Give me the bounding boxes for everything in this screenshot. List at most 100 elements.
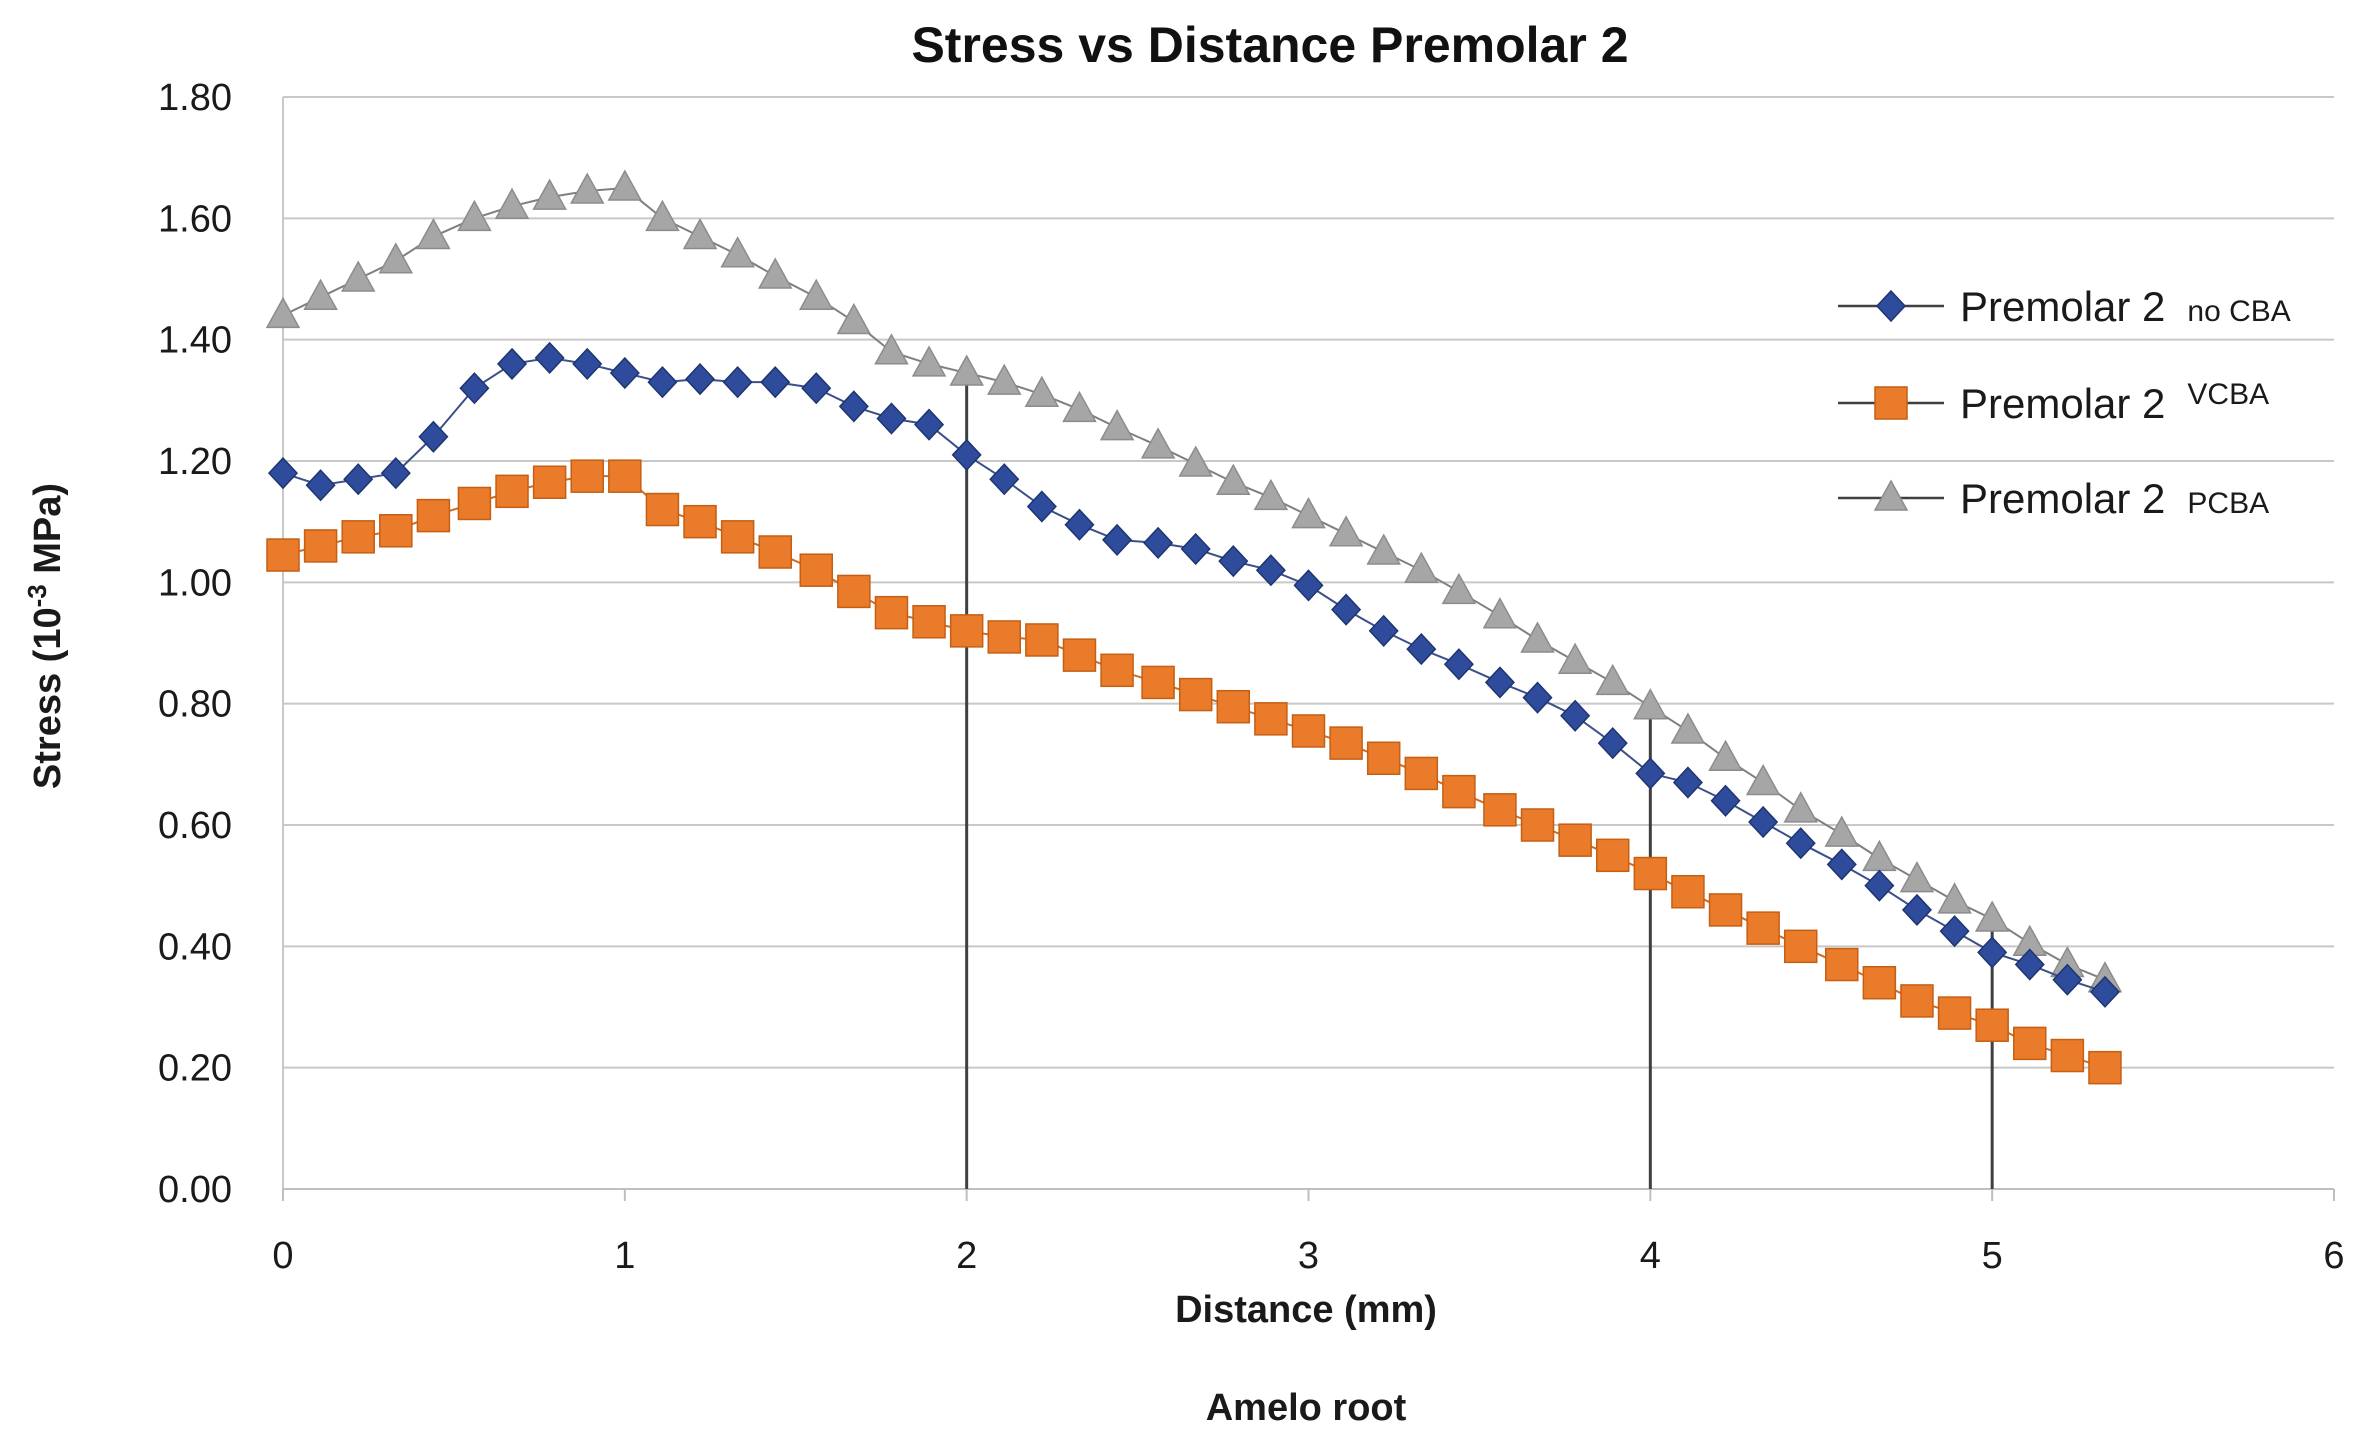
data-point (1783, 791, 1819, 823)
x-tick-label: 3 (1298, 1235, 1319, 1277)
data-point (1899, 861, 1935, 893)
data-point (1671, 874, 1705, 909)
data-point (1672, 766, 1703, 799)
data-point (760, 366, 791, 399)
data-point (569, 172, 605, 204)
data-point (497, 347, 528, 381)
y-tick-label: 1.60 (158, 198, 232, 240)
data-point (682, 217, 718, 250)
x-axis-ticks: 0 1 2 3 4 5 6 (272, 1189, 2345, 1277)
data-point (380, 457, 411, 490)
data-point (418, 420, 449, 453)
data-point (607, 169, 643, 201)
data-point (799, 553, 834, 587)
data-point (722, 366, 753, 399)
data-point (836, 302, 872, 335)
data-point (876, 402, 907, 435)
legend-label: Premolar 2 PCBA (1960, 475, 2269, 522)
data-point (1670, 712, 1706, 744)
data-point (1366, 741, 1401, 776)
data-point (987, 620, 1022, 654)
y-tick-label: 0.80 (158, 684, 232, 726)
data-point (1216, 463, 1251, 495)
data-point (343, 463, 374, 496)
series-pcba (265, 169, 2123, 993)
data-point (1253, 478, 1289, 511)
y-axis-label: Stress (10-3 MPa) (22, 483, 69, 789)
data-point (1520, 621, 1555, 653)
data-point (2052, 963, 2083, 996)
data-point (340, 260, 376, 292)
data-point (1064, 508, 1095, 541)
data-point (1404, 551, 1439, 583)
legend-label: Premolar 2 no CBA (1960, 283, 2291, 330)
data-point (949, 614, 984, 648)
data-point (758, 535, 792, 569)
data-point (1939, 915, 1970, 948)
legend-marker (1875, 289, 1907, 323)
data-point (1441, 572, 1477, 605)
data-point (912, 605, 946, 639)
data-point (1824, 815, 1860, 847)
data-point (1901, 893, 1932, 927)
series-no-cba (267, 341, 2120, 1008)
legend-marker (1874, 386, 1908, 420)
data-point (645, 199, 680, 232)
data-point (303, 278, 338, 310)
x-tick-label: 6 (2323, 1235, 2344, 1277)
y-tick-label: 1.20 (158, 441, 232, 483)
data-point (1595, 838, 1630, 873)
y-tick-label: 1.00 (158, 562, 232, 604)
data-point (1255, 554, 1286, 587)
data-point (267, 457, 299, 490)
y-tick-label: 1.80 (158, 77, 232, 119)
legend-label: Premolar 2 VCBA (1960, 378, 2269, 427)
data-point (1291, 497, 1326, 529)
data-point (1291, 714, 1326, 748)
data-point (1406, 632, 1437, 666)
data-point (837, 574, 871, 609)
data-point (757, 257, 793, 289)
data-point (1366, 533, 1401, 565)
data-point (1977, 936, 2008, 969)
data-point (1864, 869, 1895, 902)
chart-title: Stress vs Distance Premolar 2 (911, 17, 1628, 73)
data-point (798, 278, 834, 310)
data-point (1748, 805, 1779, 839)
legend-series-qualifier: PCBA (2187, 487, 2269, 520)
data-point (1025, 623, 1059, 657)
data-point (459, 372, 490, 405)
data-point (1024, 375, 1060, 408)
data-point (1026, 490, 1057, 523)
x-tick-label: 4 (1640, 1235, 1661, 1277)
data-point (874, 595, 909, 630)
y-axis-label-exponent: -3 (22, 584, 52, 607)
y-tick-label: 0.20 (158, 1048, 232, 1090)
data-point (1218, 545, 1249, 578)
data-point (1975, 1008, 2009, 1042)
data-point (609, 356, 640, 390)
data-point (1522, 681, 1553, 714)
data-point (608, 459, 642, 493)
data-point (1862, 965, 1897, 1000)
data-point (685, 363, 716, 396)
data-point (1329, 726, 1363, 760)
legend-series-name: Premolar 2 (1960, 475, 2165, 522)
data-point (495, 474, 529, 509)
data-point (572, 347, 603, 381)
data-point (1484, 666, 1515, 699)
data-point (265, 296, 301, 329)
data-point (874, 333, 909, 365)
data-point (305, 469, 336, 502)
data-point (1482, 597, 1518, 629)
gridlines (283, 96, 2334, 1069)
data-point (457, 486, 492, 521)
data-point (1368, 614, 1399, 647)
data-point (2088, 1050, 2122, 1085)
y-tick-label: 1.40 (158, 320, 232, 362)
x-tick-label: 5 (1982, 1235, 2003, 1277)
data-point (1062, 638, 1097, 672)
data-point (801, 372, 832, 405)
